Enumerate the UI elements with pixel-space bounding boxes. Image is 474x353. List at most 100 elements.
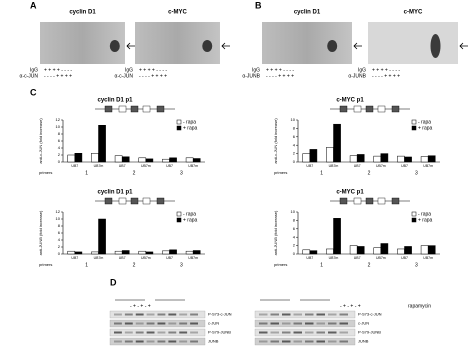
blot-band bbox=[305, 322, 314, 325]
blot-band bbox=[339, 313, 348, 316]
blot-band bbox=[270, 331, 279, 334]
gel-image bbox=[262, 22, 352, 64]
blot-band bbox=[270, 322, 279, 325]
y-axis-label: anti-c-JUN (fold increase) bbox=[38, 118, 43, 164]
blot-band bbox=[179, 331, 188, 334]
y-tick-label: 12 bbox=[56, 117, 61, 122]
gel-image bbox=[368, 22, 458, 64]
blot-label: P-S73-c-JUN bbox=[358, 312, 382, 317]
legend-label: - rapa bbox=[183, 211, 196, 217]
x-axis-label: primers bbox=[274, 170, 287, 175]
blot-band bbox=[114, 322, 122, 325]
x-tick-label: UB7m bbox=[376, 164, 386, 168]
panel-letter: D bbox=[110, 277, 117, 287]
bar bbox=[302, 153, 311, 163]
bar bbox=[326, 248, 334, 255]
promoter-element bbox=[353, 105, 362, 113]
x-tick-label: UB7m bbox=[188, 164, 198, 168]
group-label: 2 bbox=[368, 262, 371, 268]
bar bbox=[145, 158, 154, 163]
blot-band bbox=[293, 331, 302, 334]
group-label: 3 bbox=[415, 262, 418, 268]
y-tick-label: 6 bbox=[58, 138, 61, 143]
blot-band bbox=[124, 340, 133, 343]
promoter-element bbox=[365, 105, 374, 113]
blot-band bbox=[328, 331, 337, 334]
row-label: IgG bbox=[252, 67, 260, 73]
group-label: 1 bbox=[320, 262, 323, 268]
bar bbox=[302, 249, 311, 255]
x-tick-label: UB7 bbox=[354, 256, 361, 260]
group-label: 3 bbox=[180, 170, 183, 176]
row-signs: + + + + - - - - bbox=[372, 67, 400, 73]
blot-band bbox=[259, 331, 268, 334]
blot-band bbox=[339, 322, 348, 325]
blot-band bbox=[282, 313, 291, 316]
blot-band bbox=[135, 322, 144, 325]
y-tick-label: 8 bbox=[58, 131, 61, 136]
bar bbox=[169, 249, 177, 255]
blot-band bbox=[270, 313, 279, 316]
blot-band bbox=[135, 313, 144, 316]
blot-band bbox=[293, 313, 302, 316]
bar bbox=[192, 158, 201, 163]
arrow bbox=[459, 42, 468, 50]
bar bbox=[356, 154, 365, 163]
treatment-label: rapamycin bbox=[408, 303, 431, 309]
gel-title: c-MYC bbox=[168, 10, 187, 16]
x-axis-label: primers bbox=[39, 170, 52, 175]
chart-title: cyclin D1 p1 bbox=[97, 190, 133, 196]
blot-band bbox=[146, 340, 155, 343]
promoter-element bbox=[104, 197, 113, 205]
y-axis-label: anti-JUNB (fold increase) bbox=[38, 210, 43, 255]
y-axis-label: anti-JUNB (fold increase) bbox=[273, 210, 278, 255]
bar bbox=[427, 245, 436, 255]
promoter-element bbox=[377, 197, 386, 205]
x-tick-label: UB7m bbox=[329, 256, 339, 260]
legend-swatch bbox=[411, 211, 417, 217]
gel-title: cyclin D1 bbox=[294, 10, 321, 16]
blot-band bbox=[316, 322, 325, 325]
legend-swatch bbox=[411, 217, 417, 223]
blot-label: P-S79-JUNB bbox=[208, 330, 231, 335]
y-tick-label: 12 bbox=[56, 209, 61, 214]
bar bbox=[114, 250, 123, 255]
bar bbox=[185, 157, 194, 163]
blot-band bbox=[179, 322, 188, 325]
y-tick-label: 10 bbox=[56, 124, 61, 129]
bar bbox=[185, 250, 194, 255]
gel-band bbox=[430, 34, 441, 58]
blot-band bbox=[305, 331, 314, 334]
bar bbox=[380, 153, 389, 163]
legend-swatch bbox=[411, 119, 417, 125]
blot-band bbox=[157, 322, 166, 325]
promoter-element bbox=[142, 197, 151, 205]
bar bbox=[162, 250, 170, 255]
x-tick-label: UB7m bbox=[141, 256, 151, 260]
y-tick-label: 2 bbox=[58, 152, 61, 157]
legend-label: + rapa bbox=[183, 217, 198, 223]
blot-band bbox=[328, 322, 337, 325]
y-tick-label: 10 bbox=[291, 117, 296, 122]
blot-band bbox=[157, 340, 166, 343]
arrow bbox=[221, 42, 230, 50]
x-tick-label: UB7 bbox=[166, 256, 173, 260]
blot-band bbox=[259, 322, 268, 325]
y-tick-label: 4 bbox=[293, 234, 296, 239]
blot-band bbox=[146, 313, 155, 316]
y-tick-label: 2 bbox=[293, 151, 296, 156]
panel-letter: C bbox=[30, 87, 37, 97]
x-tick-label: UB7 bbox=[119, 256, 126, 260]
blot-band bbox=[179, 340, 188, 343]
blot-band bbox=[168, 331, 177, 334]
blot-band bbox=[190, 331, 198, 334]
blot-band bbox=[114, 313, 122, 316]
bar bbox=[91, 251, 99, 255]
row-signs: - - - - + + + + bbox=[139, 73, 167, 79]
y-tick-label: 6 bbox=[58, 230, 61, 235]
bar bbox=[333, 218, 341, 255]
blot-band bbox=[114, 340, 122, 343]
bar bbox=[356, 246, 365, 255]
row-label: IgG bbox=[358, 67, 366, 73]
